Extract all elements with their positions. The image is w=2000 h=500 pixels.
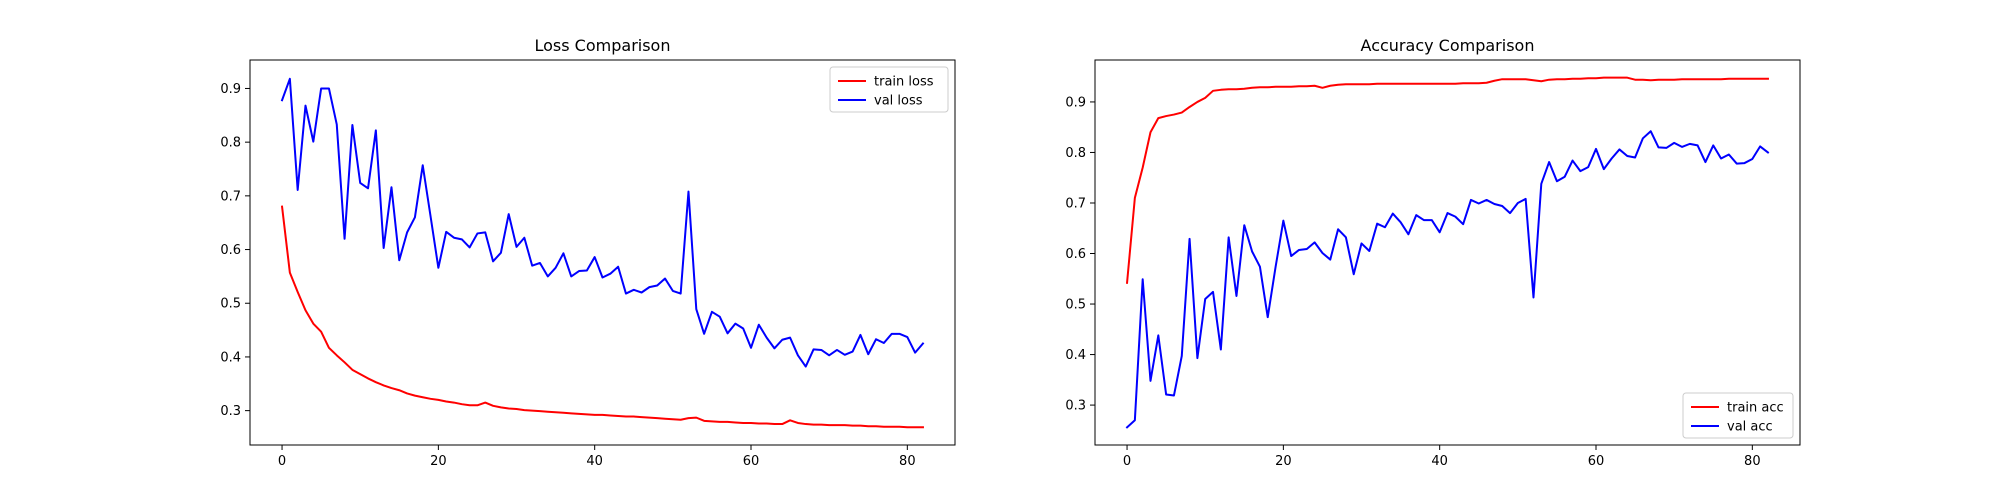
loss-series-val-loss xyxy=(280,77,925,368)
accuracy-y-tick-label: 0.3 xyxy=(1065,399,1086,414)
loss-x-tick-label: 20 xyxy=(430,454,447,469)
accuracy-legend-label-train-acc: train acc xyxy=(1727,401,1784,416)
loss-legend: train loss val loss xyxy=(829,66,949,113)
loss-y-tick-label: 0.8 xyxy=(220,136,241,151)
accuracy-y-tick-label: 0.5 xyxy=(1065,298,1086,313)
loss-x-tick-label: 0 xyxy=(278,454,286,469)
loss-y-tick-label: 0.7 xyxy=(220,189,241,204)
accuracy-series-val-acc xyxy=(1125,130,1770,429)
accuracy-y-tick-label: 0.9 xyxy=(1065,95,1086,110)
accuracy-y-tick-label: 0.6 xyxy=(1065,247,1086,262)
accuracy-legend: train acc val acc xyxy=(1682,392,1794,439)
accuracy-x-tick-label: 60 xyxy=(1588,454,1605,469)
accuracy-series-train-acc xyxy=(1125,76,1769,284)
loss-x-tick-label: 80 xyxy=(899,454,916,469)
loss-y-tick-label: 0.9 xyxy=(220,82,241,97)
loss-y-tick-label: 0.5 xyxy=(220,297,241,312)
loss-y-tick-label: 0.4 xyxy=(220,350,241,365)
accuracy-y-tick-label: 0.7 xyxy=(1065,196,1086,211)
accuracy-chart-title: Accuracy Comparison xyxy=(1361,36,1535,55)
accuracy-x-tick-label: 40 xyxy=(1431,454,1448,469)
loss-series-train-loss xyxy=(280,205,924,429)
accuracy-y-tick-label: 0.4 xyxy=(1065,348,1086,363)
loss-x-tick-label: 40 xyxy=(586,454,603,469)
accuracy-chart: Accuracy Comparison 0 20 40 60 80 0.3 0.4 0.5 0.… xyxy=(1065,36,1801,469)
loss-legend-label-val-loss: val loss xyxy=(874,94,923,109)
loss-axes-frame xyxy=(249,59,956,446)
loss-chart-title: Loss Comparison xyxy=(535,36,671,55)
accuracy-x-tick-label: 20 xyxy=(1275,454,1292,469)
loss-y-tick-label: 0.3 xyxy=(220,404,241,419)
accuracy-legend-label-val-acc: val acc xyxy=(1727,420,1773,435)
accuracy-x-tick-label: 0 xyxy=(1123,454,1131,469)
loss-legend-label-train-loss: train loss xyxy=(874,75,934,90)
loss-y-tick-label: 0.6 xyxy=(220,243,241,258)
accuracy-x-tick-label: 80 xyxy=(1744,454,1761,469)
accuracy-y-tick-label: 0.8 xyxy=(1065,146,1086,161)
accuracy-axes-frame xyxy=(1094,59,1801,446)
loss-chart: Loss Comparison 0 20 40 60 80 0.3 0.4 0.5 0.6 0.7… xyxy=(220,36,956,469)
loss-x-tick-label: 60 xyxy=(743,454,760,469)
